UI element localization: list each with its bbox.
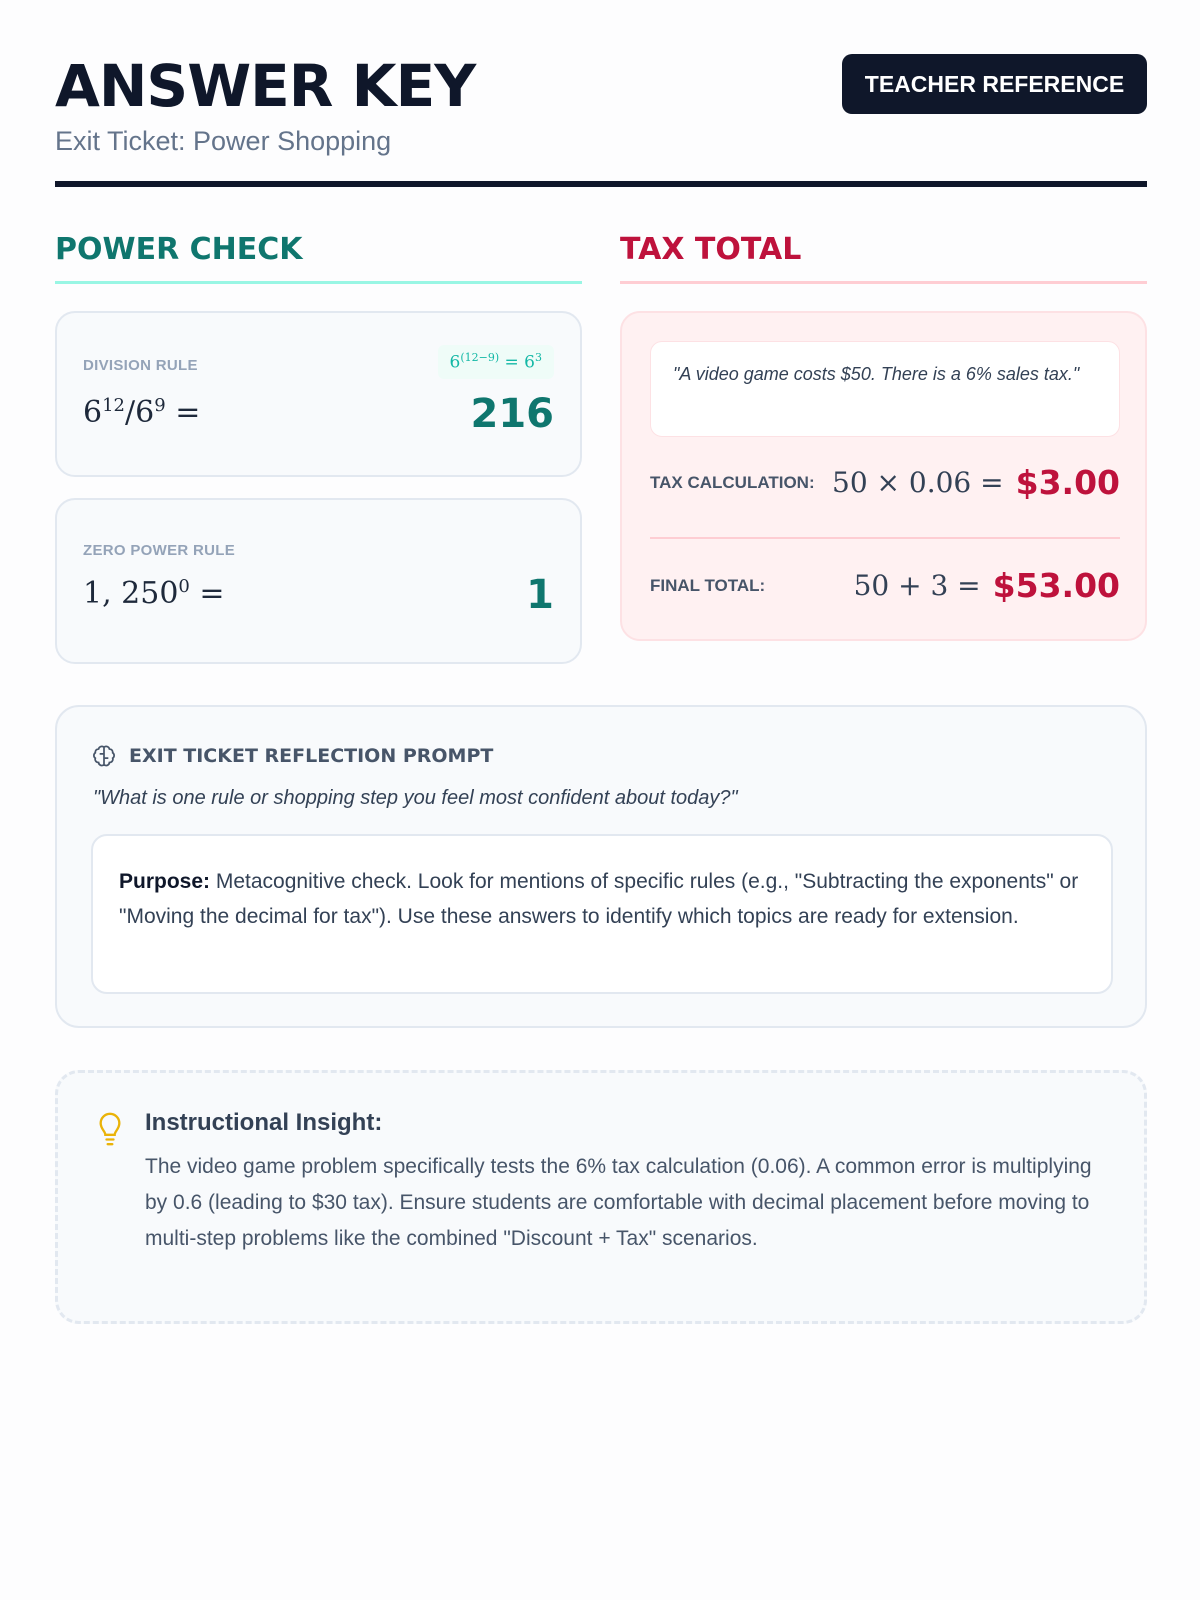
reflection-prompt-card: EXIT TICKET REFLECTION PROMPT "What is o… bbox=[55, 705, 1147, 1028]
division-expression: 612/69 = bbox=[83, 395, 200, 430]
hint-exp2: 3 bbox=[535, 351, 542, 364]
page-subtitle: Exit Ticket: Power Shopping bbox=[55, 126, 392, 156]
expr-eq: = bbox=[165, 395, 201, 430]
zero-power-label: ZERO POWER RULE bbox=[83, 542, 236, 559]
expr-mid: /6 bbox=[125, 395, 155, 430]
reflection-heading: EXIT TICKET REFLECTION PROMPT bbox=[129, 745, 494, 767]
row-divider bbox=[650, 537, 1120, 539]
expr-base: 6 bbox=[83, 395, 103, 430]
tax-value: $3.00 bbox=[1015, 463, 1120, 502]
division-hint: 6(12−9) = 63 bbox=[437, 345, 554, 379]
lightbulb-icon bbox=[99, 1112, 121, 1146]
insight-text: The video game problem specifically test… bbox=[145, 1155, 1092, 1250]
zero-power-answer: 1 bbox=[526, 572, 554, 618]
tax-total-card: "A video game costs $50. There is a 6% s… bbox=[620, 311, 1147, 641]
final-expression: 50 + 3 = bbox=[853, 569, 981, 602]
tax-calculation-row: TAX CALCULATION: 50 × 0.06 = $3.00 bbox=[650, 463, 1120, 502]
hint-exp: (12−9) bbox=[460, 351, 500, 364]
hint-base: 6 bbox=[449, 352, 461, 373]
hint-eq: = 6 bbox=[499, 352, 535, 373]
purpose-text: Metacognitive check. Look for mentions o… bbox=[119, 870, 1079, 928]
reflection-question: "What is one rule or shopping step you f… bbox=[93, 787, 738, 809]
teacher-reference-badge: TEACHER REFERENCE bbox=[842, 54, 1147, 114]
expr-exp2: 9 bbox=[154, 395, 166, 416]
expr-exp: 12 bbox=[102, 395, 125, 416]
page-title: ANSWER KEY bbox=[55, 52, 476, 120]
header-divider bbox=[55, 181, 1147, 187]
expr-eq: = bbox=[189, 576, 225, 611]
power-check-heading: POWER CHECK bbox=[55, 232, 582, 284]
zero-power-expression: 1, 2500 = bbox=[83, 576, 225, 611]
expr-base: 1, 250 bbox=[83, 576, 179, 611]
purpose-label: Purpose: bbox=[119, 870, 211, 893]
division-rule-card: DIVISION RULE 6(12−9) = 63 612/69 = 216 bbox=[55, 311, 582, 477]
tax-expression: 50 × 0.06 = bbox=[832, 466, 1004, 499]
insight-title: Instructional Insight: bbox=[145, 1109, 383, 1136]
division-rule-label: DIVISION RULE bbox=[83, 357, 198, 374]
problem-quote: "A video game costs $50. There is a 6% s… bbox=[650, 341, 1120, 437]
tax-calculation-label: TAX CALCULATION: bbox=[650, 472, 815, 492]
final-total-label: FINAL TOTAL: bbox=[650, 575, 766, 595]
final-value: $53.00 bbox=[992, 566, 1120, 605]
expr-exp: 0 bbox=[178, 576, 190, 597]
brain-icon bbox=[93, 745, 115, 767]
zero-power-card: ZERO POWER RULE 1, 2500 = 1 bbox=[55, 498, 582, 664]
final-total-row: FINAL TOTAL: 50 + 3 = $53.00 bbox=[650, 566, 1120, 605]
tax-total-heading: TAX TOTAL bbox=[620, 232, 1147, 284]
division-answer: 216 bbox=[470, 391, 555, 437]
purpose-box: Purpose: Metacognitive check. Look for m… bbox=[91, 834, 1113, 994]
instructional-insight-card: Instructional Insight: The video game pr… bbox=[55, 1070, 1147, 1324]
